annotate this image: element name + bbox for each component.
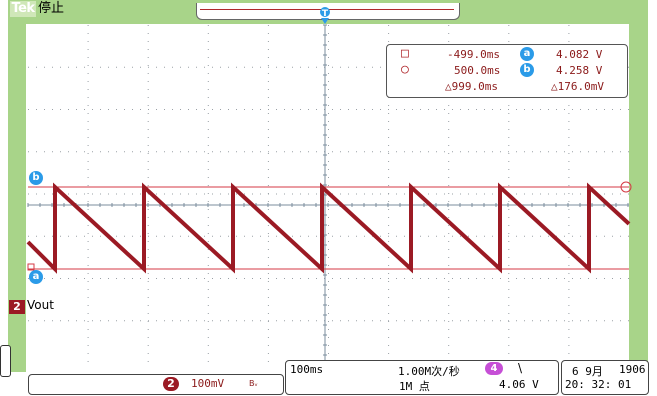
ch2-scale-box[interactable]: 2 100mV Bᵥ xyxy=(28,374,284,395)
cursor-a-end-marker xyxy=(27,263,35,271)
ch2-scale-value: 100mV xyxy=(191,377,225,390)
cursor-2-symbol: ○ xyxy=(401,62,409,77)
cursor-1-value: 4.082 V xyxy=(556,48,603,61)
ch2-waveform xyxy=(26,182,631,274)
trigger-t-glyph: T xyxy=(322,9,329,19)
trigger-slope-icon: \ xyxy=(518,361,523,375)
ch2-ground-marker[interactable]: 2 xyxy=(9,300,25,314)
cursor-2-time: 500.0ms xyxy=(454,64,501,77)
ch2-label: Vout xyxy=(27,298,54,312)
cursor-1-symbol: □ xyxy=(401,46,409,61)
delta-value: △176.0mV xyxy=(551,80,604,93)
time: 20: 32: 01 xyxy=(565,378,632,391)
bandwidth-limit-icon: Bᵥ xyxy=(249,379,258,388)
trigger-position-marker: T xyxy=(320,7,330,24)
cursor-b-badge[interactable]: b xyxy=(29,171,43,185)
cursor-b-end-marker xyxy=(620,181,632,193)
date: 6 9月 xyxy=(572,365,603,378)
sample-rate: 1.00M次/秒 xyxy=(398,365,460,378)
datetime-box[interactable]: 6 9月 1906 20: 32: 01 xyxy=(561,360,649,395)
timebase-box[interactable]: 100ms 1.00M次/秒 1M 点 4 \ 4.06 V xyxy=(285,360,559,395)
record-length: 1M 点 xyxy=(399,380,430,393)
tek-logo: Tek xyxy=(10,1,36,17)
trigger-source-badge: 4 xyxy=(485,362,503,375)
side-menu-indicator[interactable] xyxy=(0,345,11,377)
delta-time: △999.0ms xyxy=(445,80,498,93)
cursor-a-readout-badge: a xyxy=(520,47,534,61)
right-frame xyxy=(629,0,648,372)
trigger-level: 4.06 V xyxy=(499,378,539,391)
cursor-2-value: 4.258 V xyxy=(556,64,603,77)
cursor-b-readout-badge: b xyxy=(520,63,534,77)
cursor-readout-panel: □ -499.0ms a 4.082 V ○ 500.0ms b 4.258 V… xyxy=(386,44,628,98)
year: 1906 xyxy=(619,363,646,376)
cursor-a-badge[interactable]: a xyxy=(29,270,43,284)
ch2-scale-marker: 2 xyxy=(163,377,179,391)
cursor-1-time: -499.0ms xyxy=(447,48,500,61)
run-status-label[interactable]: 停止 xyxy=(38,1,65,16)
horizontal-scale: 100ms xyxy=(290,363,324,376)
left-frame xyxy=(8,0,26,372)
